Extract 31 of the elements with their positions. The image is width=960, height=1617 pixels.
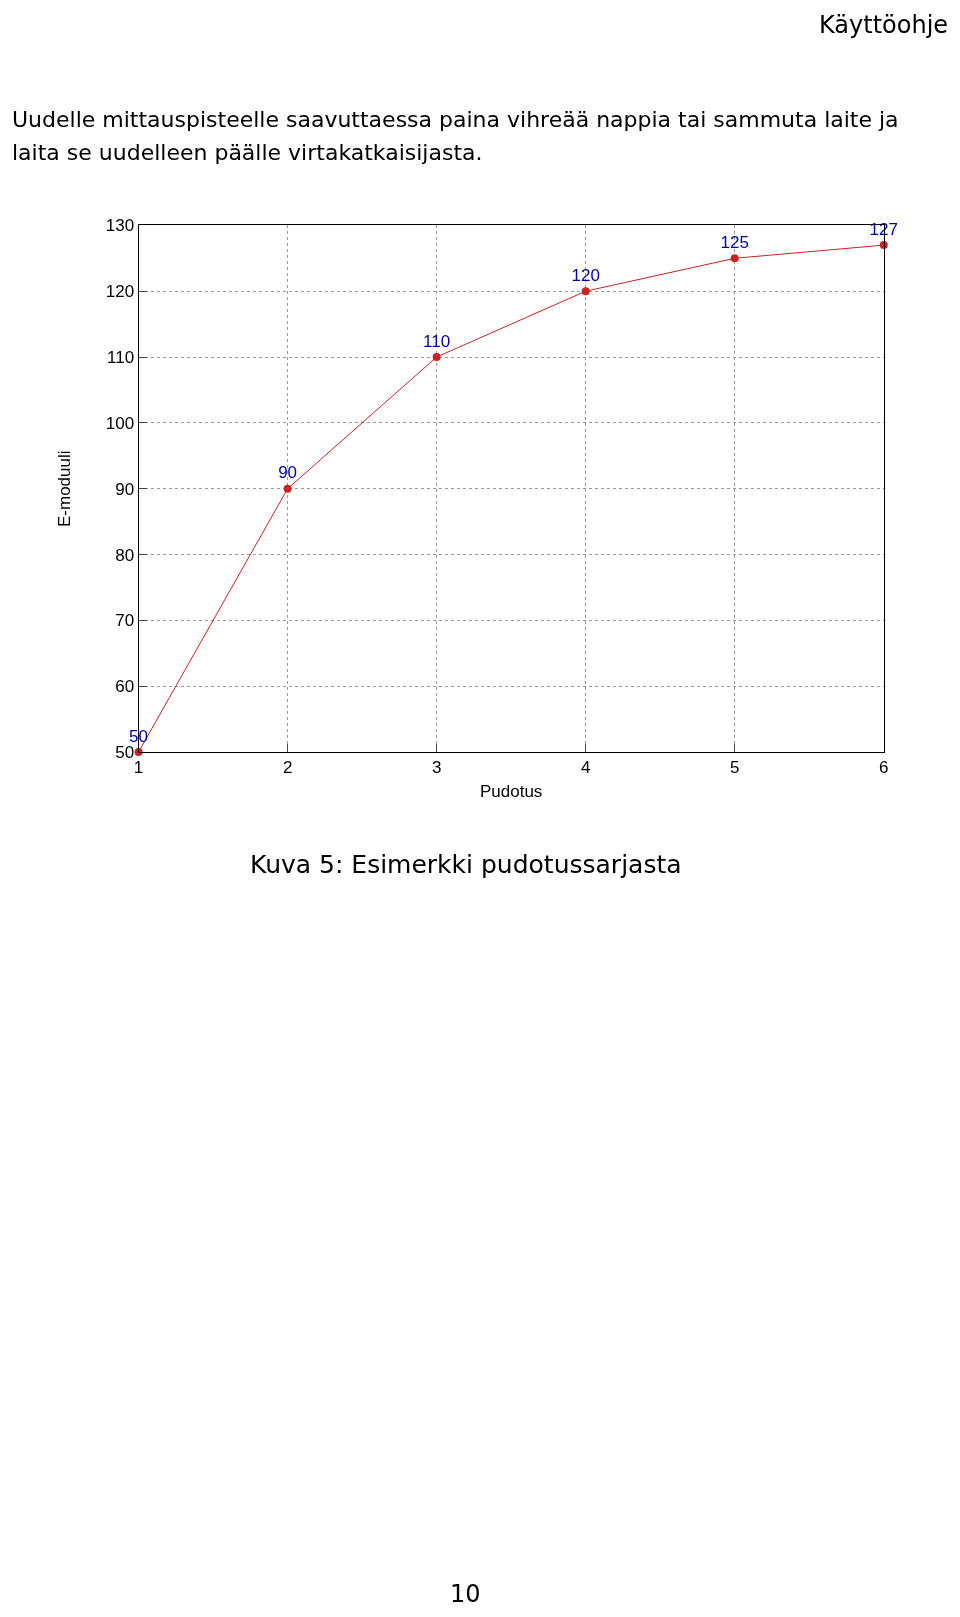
text: 10	[450, 1580, 481, 1608]
y-tick-label: 50	[115, 743, 135, 763]
data-label: 110	[423, 331, 451, 351]
x-tick-label: 2	[282, 758, 293, 778]
y-axis-title: E-moduuli	[55, 450, 75, 527]
text: Kuva 5: Esimerkki pudotussarjasta	[250, 850, 682, 879]
x-tick-label: 1	[133, 758, 144, 778]
x-tick-label: 3	[431, 758, 442, 778]
data-label: 120	[571, 265, 600, 285]
x-tick-label: 6	[879, 758, 889, 778]
x-tick-label: 5	[729, 758, 740, 778]
point	[432, 353, 441, 362]
y-tick-label: 110	[107, 348, 135, 367]
text: laita se uudelleen päälle virtakatkaisijasta.	[12, 140, 483, 165]
point	[730, 254, 739, 263]
point	[581, 287, 590, 296]
y-tick-label: 70	[115, 611, 135, 631]
y-tick-label: 100	[105, 413, 135, 433]
x-axis-title: Pudotus	[479, 781, 543, 801]
x-tick-label: 4	[580, 758, 591, 778]
data-label: 125	[720, 233, 749, 253]
y-tick-label: 130	[105, 216, 135, 236]
y-tick-label: 60	[115, 677, 135, 697]
data-label: 90	[278, 463, 298, 483]
point	[283, 484, 292, 493]
y-tick-label: 80	[115, 545, 135, 565]
text: Käyttöohje	[819, 11, 949, 39]
point	[879, 241, 888, 250]
y-tick-label: 120	[105, 282, 135, 302]
text: Uudelle mittauspisteelle saavuttaessa paina vihreää nappia tai sammuta laite ja	[12, 107, 899, 132]
y-tick-label: 90	[115, 479, 135, 499]
